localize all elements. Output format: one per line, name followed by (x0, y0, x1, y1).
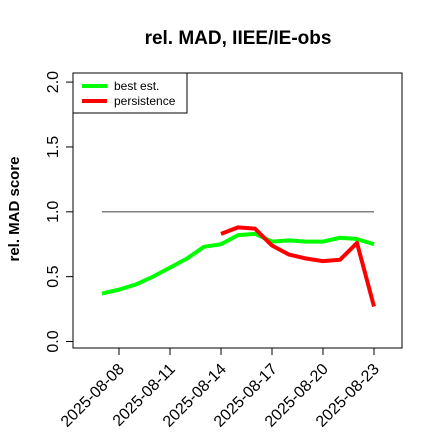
y-tick-label: 0.0 (45, 330, 62, 352)
chart-title: rel. MAD, IIEE/IE-obs (145, 28, 332, 49)
legend-box (72, 72, 188, 114)
series-line-best-est (101, 231, 375, 296)
y-tick-label: 2.0 (45, 71, 62, 93)
plot-area (72, 72, 403, 349)
legend-label-persistence: persistence (114, 94, 176, 108)
y-tick-label: 1.0 (45, 201, 62, 223)
legend: best est. persistence (72, 72, 188, 114)
y-axis: 0.0 0.5 1.0 1.5 2.0 (45, 71, 74, 353)
series-layer (101, 225, 376, 308)
x-axis: 2025-08-082025-08-112025-08-142025-08-17… (58, 347, 383, 431)
y-tick-label: 1.5 (45, 136, 62, 158)
series-line-persistence (220, 225, 376, 308)
plot-frame (72, 72, 403, 349)
y-tick-label: 0.5 (45, 265, 62, 287)
y-axis-label: rel. MAD score (6, 156, 23, 261)
legend-label-best-est: best est. (114, 79, 159, 93)
